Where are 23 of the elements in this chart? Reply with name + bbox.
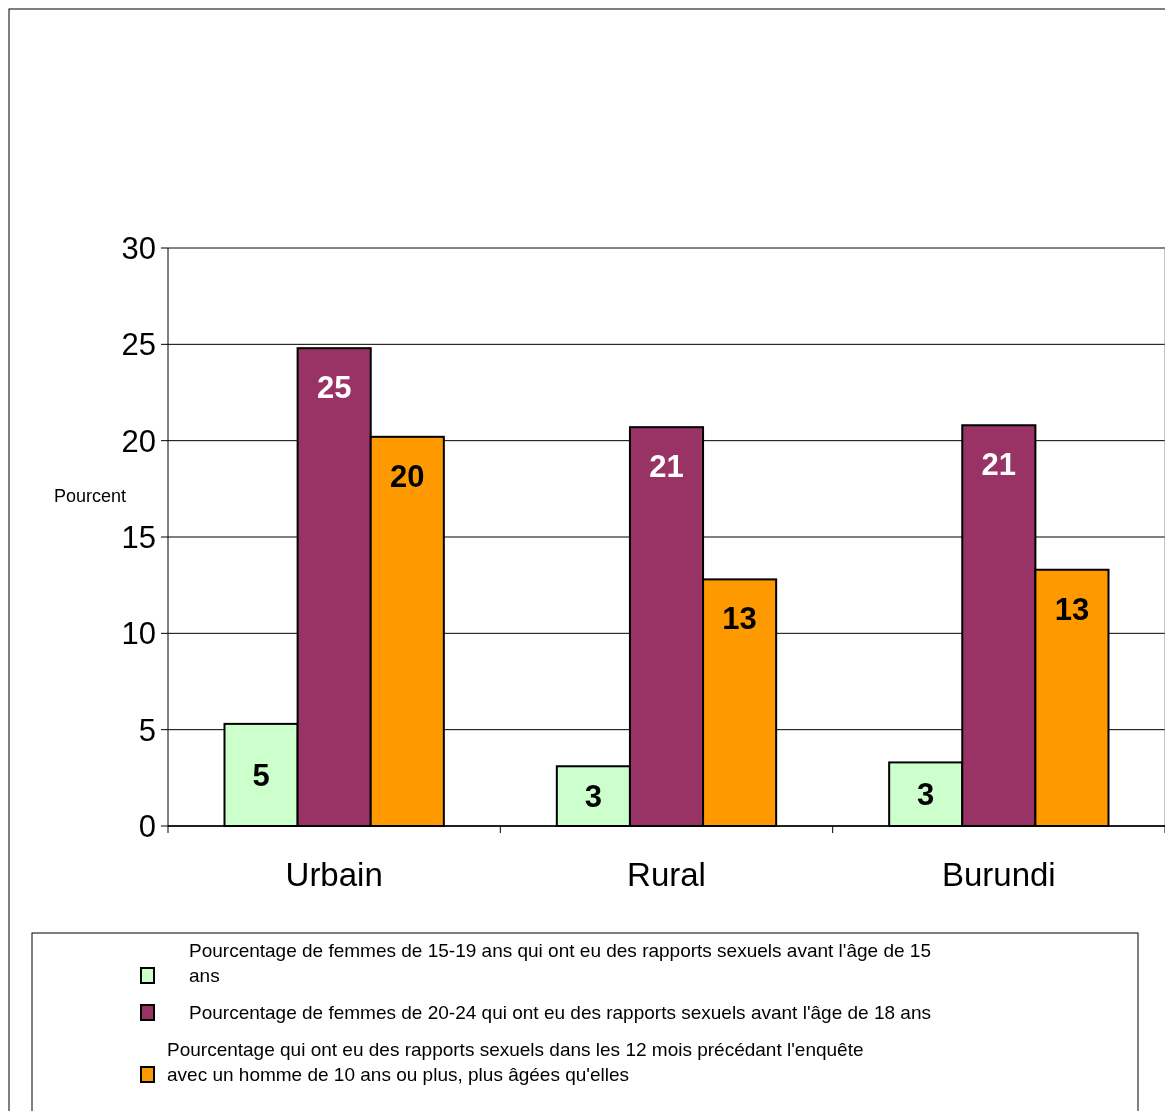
data-label: 5: [252, 757, 270, 793]
y-tick-label: 25: [121, 327, 156, 363]
x-tick-label: Rural: [627, 856, 706, 893]
y-axis-title: Pourcent: [53, 486, 127, 506]
y-tick-label: 10: [121, 616, 156, 652]
legend-label: Pourcentage qui ont eu des rapports sexuels dans les 12 mois précédant l'enquête avec un homme de 10 ans ou plus, plus âgées qu'elles: [167, 1039, 864, 1085]
y-tick-label: 5: [138, 712, 156, 748]
data-label: 13: [1054, 591, 1090, 627]
y-tick-label: 30: [121, 231, 156, 266]
data-label: 3: [584, 779, 603, 815]
legend-label: Pourcentage de femmes de 20-24 qui ont eu des rapports sexuels avant l'âge de 18 ans: [189, 1002, 931, 1023]
y-tick-label: 15: [121, 520, 156, 555]
x-tick-label: Urbain: [285, 856, 383, 893]
x-tick-label: Burundi: [941, 856, 1056, 893]
data-label: 13: [722, 601, 757, 637]
y-tick-label: 0: [138, 809, 156, 844]
legend-label: Pourcentage de femmes de 15-19 ans qui ont eu des rapports sexuels avant l'âge de 15 ans: [189, 940, 931, 986]
data-label: 21: [649, 449, 684, 485]
data-label: 20: [390, 458, 425, 494]
data-label: 21: [981, 447, 1017, 483]
y-tick-label: 20: [121, 423, 156, 459]
data-label: 3: [917, 777, 935, 813]
data-label: 25: [316, 370, 352, 406]
